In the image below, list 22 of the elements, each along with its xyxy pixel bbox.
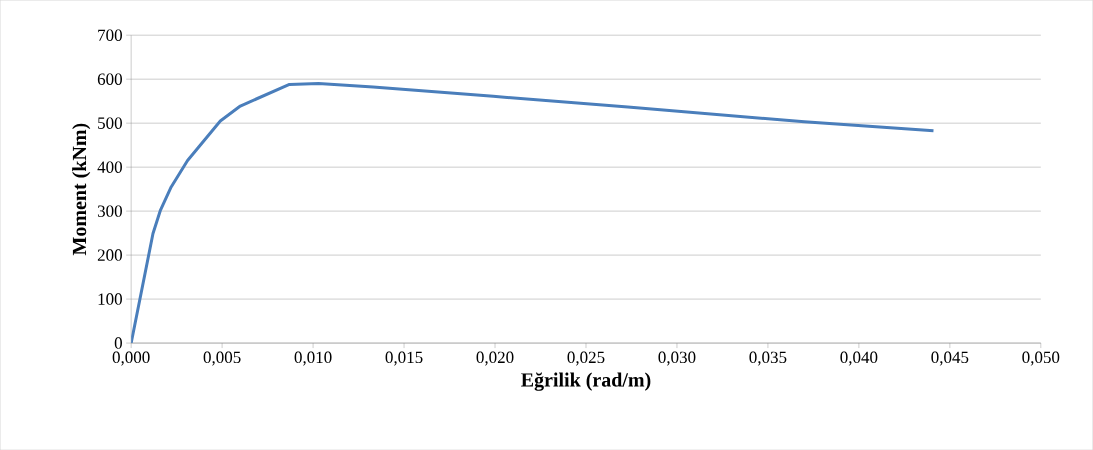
y-tick-label: 300 [97, 205, 122, 217]
x-tick-label: 0,050 [1022, 351, 1060, 366]
x-tick-label: 0,000 [112, 351, 150, 366]
y-tick-label: 700 [98, 29, 122, 41]
y-tick-label: 200 [97, 249, 122, 261]
x-tick-label: 0,010 [294, 351, 332, 366]
x-axis-title: Eğrilik (rad/m) [521, 372, 651, 391]
x-tick-label: 0,035 [749, 351, 787, 366]
line-series [131, 81, 935, 343]
x-tick-label: 0,020 [476, 351, 514, 366]
x-tick-label: 0,005 [203, 351, 241, 366]
x-tick-label: 0,030 [658, 351, 696, 366]
y-axis-title: Moment (kNm) [72, 123, 91, 256]
y-tick-label: 500 [98, 117, 122, 129]
y-tick-label: 0 [114, 337, 122, 349]
x-tick-label: 0,015 [385, 351, 423, 366]
x-tick-label: 0,040 [840, 351, 878, 366]
y-tick-label: 100 [98, 293, 122, 305]
y-tick-label: 400 [97, 161, 122, 173]
x-tick-label: 0,045 [931, 351, 969, 366]
y-tick-label: 600 [97, 73, 122, 85]
x-tick-label: 0,025 [567, 351, 605, 366]
